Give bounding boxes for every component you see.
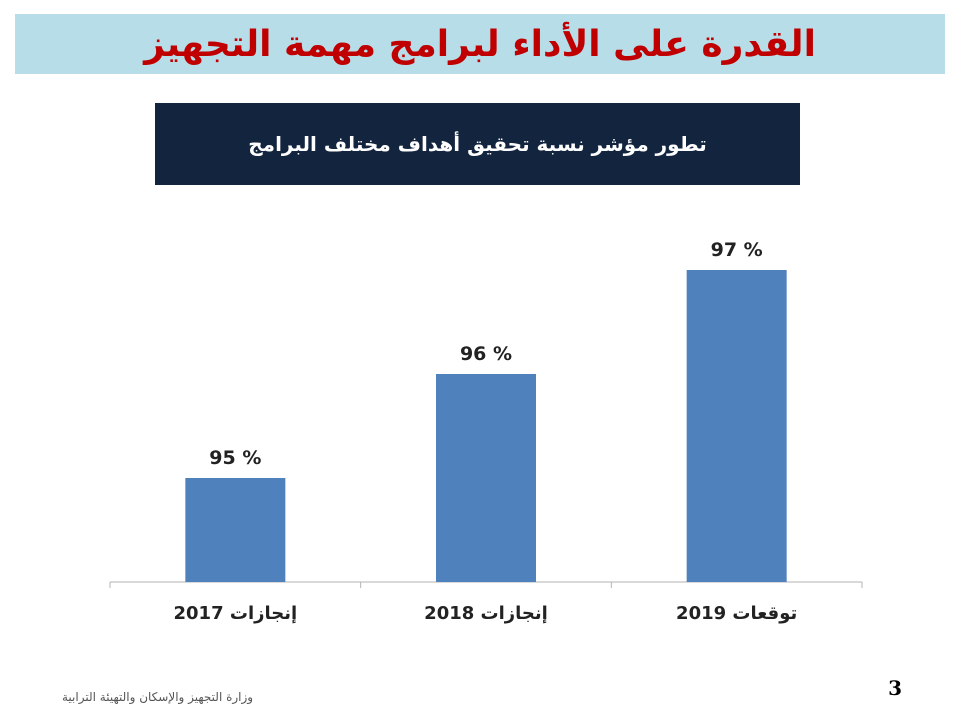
data-label: 96 % — [460, 343, 512, 365]
category-label: توقعات 2019 — [676, 603, 797, 624]
category-label: إنجازات 2018 — [424, 603, 548, 624]
chart-title-box: تطور مؤشر نسبة تحقيق أهداف مختلف البرامج — [155, 103, 800, 185]
title-band: القدرة على الأداء لبرامج مهمة التجهيز — [15, 14, 945, 74]
page-number: 3 — [888, 676, 902, 700]
bar — [686, 270, 787, 582]
bar — [185, 478, 286, 582]
chart-title: تطور مؤشر نسبة تحقيق أهداف مختلف البرامج — [248, 132, 707, 156]
footer-ministry: وزارة التجهيز والإسكان والتهيئة الترابية — [62, 690, 254, 704]
bar — [436, 374, 536, 582]
category-label: إنجازات 2017 — [174, 603, 298, 624]
data-label: 97 % — [711, 239, 763, 261]
data-label: 95 % — [209, 447, 261, 469]
page-title: القدرة على الأداء لبرامج مهمة التجهيز — [144, 23, 816, 65]
